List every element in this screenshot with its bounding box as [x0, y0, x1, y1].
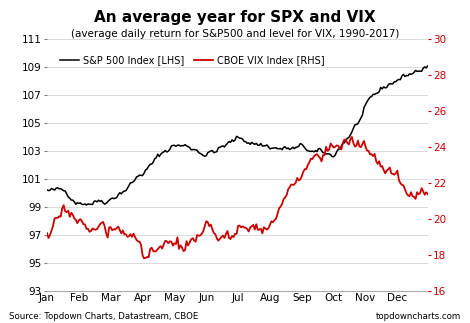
CBOE VIX Index [RHS]: [44, 231, 50, 235]
Line: S&P 500 Index [LHS]: S&P 500 Index [LHS]: [47, 66, 428, 205]
Text: Source: Topdown Charts, Datastream, CBOE: Source: Topdown Charts, Datastream, CBOE: [9, 312, 199, 321]
S&P 500 Index [LHS]: [425, 64, 431, 68]
CBOE VIX Index [RHS]: [425, 192, 431, 196]
CBOE VIX Index [RHS]: [141, 256, 147, 260]
Text: An average year for SPX and VIX: An average year for SPX and VIX: [94, 10, 376, 25]
CBOE VIX Index [RHS]: [419, 186, 424, 190]
S&P 500 Index [LHS]: [159, 151, 165, 155]
CBOE VIX Index [RHS]: [52, 217, 57, 221]
CBOE VIX Index [RHS]: [289, 182, 294, 186]
S&P 500 Index [LHS]: [313, 149, 318, 152]
Text: (average daily return for S&P500 and level for VIX, 1990-2017): (average daily return for S&P500 and lev…: [71, 29, 399, 39]
CBOE VIX Index [RHS]: [347, 138, 353, 141]
Text: topdowncharts.com: topdowncharts.com: [376, 312, 461, 321]
S&P 500 Index [LHS]: [52, 188, 57, 192]
S&P 500 Index [LHS]: [84, 203, 89, 207]
CBOE VIX Index [RHS]: [159, 246, 165, 250]
CBOE VIX Index [RHS]: [313, 153, 318, 157]
S&P 500 Index [LHS]: [347, 133, 353, 137]
Line: CBOE VIX Index [RHS]: CBOE VIX Index [RHS]: [47, 137, 428, 258]
S&P 500 Index [LHS]: [289, 147, 294, 151]
CBOE VIX Index [RHS]: [349, 135, 355, 139]
Legend: S&P 500 Index [LHS], CBOE VIX Index [RHS]: S&P 500 Index [LHS], CBOE VIX Index [RHS…: [55, 51, 329, 69]
S&P 500 Index [LHS]: [44, 188, 50, 192]
S&P 500 Index [LHS]: [417, 69, 423, 73]
